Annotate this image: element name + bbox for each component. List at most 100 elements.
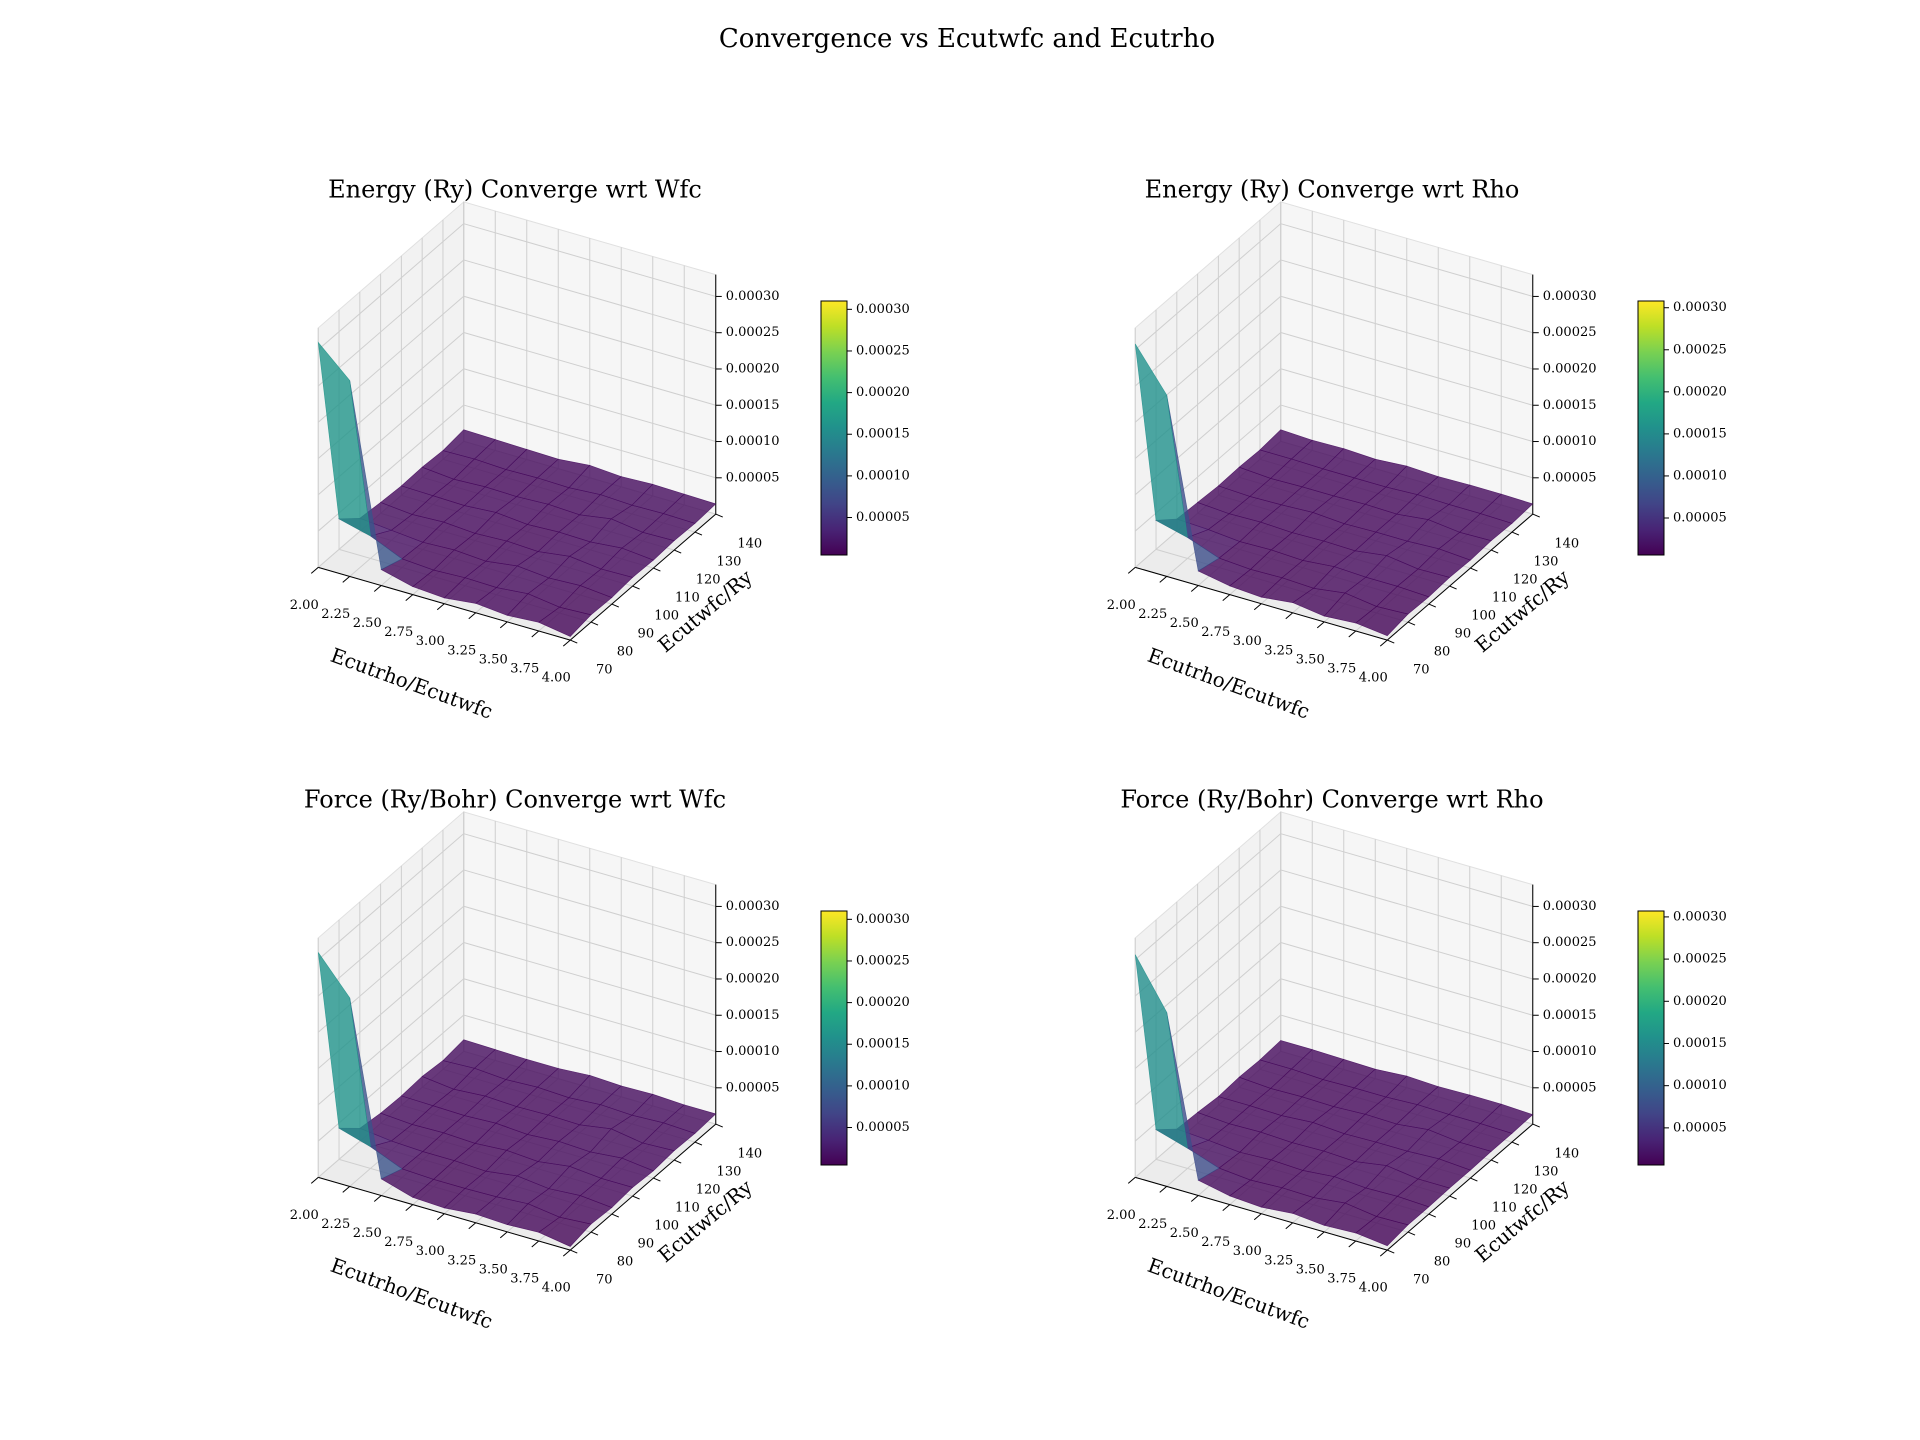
colorbar-tick-label: 0.00015 xyxy=(1673,1036,1727,1051)
y-tick-label: 140 xyxy=(1554,1147,1579,1162)
colorbar-tick-label: 0.00010 xyxy=(1673,1078,1727,1093)
y-tick-label: 130 xyxy=(1534,555,1559,570)
colorbar-tick-label: 0.00015 xyxy=(856,1037,910,1052)
y-tick xyxy=(694,1141,703,1146)
y-tick-label: 110 xyxy=(1492,1201,1517,1216)
z-tick-label: 0.00015 xyxy=(726,1008,780,1023)
x-tick xyxy=(1316,1231,1325,1239)
grid-line xyxy=(1280,942,1533,1016)
y-tick xyxy=(590,621,599,626)
x-tick-label: 3.25 xyxy=(447,1253,476,1268)
z-tick-label: 0.00020 xyxy=(1543,971,1597,986)
colorbar-tick-label: 0.00025 xyxy=(1673,952,1727,967)
y-tick-label: 120 xyxy=(696,1183,721,1198)
x-tick-label: 3.50 xyxy=(479,652,508,667)
subplot-title: Energy (Ry) Converge wrt Wfc xyxy=(328,176,702,204)
y-tick xyxy=(653,1177,661,1182)
y-tick xyxy=(1387,1249,1395,1254)
y-tick-label: 70 xyxy=(1413,663,1430,678)
y-tick-label: 70 xyxy=(1413,1273,1430,1288)
z-tick-label: 0.00005 xyxy=(1543,470,1597,485)
grid-line xyxy=(463,368,716,443)
colorbar-tick-label: 0.00030 xyxy=(1673,300,1727,315)
grid-line xyxy=(317,223,465,351)
x-tick-label: 2.25 xyxy=(1138,607,1167,622)
y-tick xyxy=(611,603,620,608)
x-tick-label: 2.75 xyxy=(384,1235,413,1250)
grid-line xyxy=(1280,368,1533,443)
x-tick-label: 2.00 xyxy=(1107,1208,1136,1223)
y-tick-label: 120 xyxy=(696,573,721,588)
y-axis xyxy=(569,513,717,641)
x-tick xyxy=(436,1213,445,1221)
y-tick xyxy=(1532,513,1540,518)
x-tick xyxy=(373,585,382,592)
surface-patch xyxy=(538,1216,592,1247)
x-tick-label: 3.00 xyxy=(416,1244,445,1259)
y-tick xyxy=(590,1231,599,1236)
colorbar xyxy=(820,300,848,556)
grid-line xyxy=(463,295,716,370)
z-tick-label: 0.00010 xyxy=(1543,1044,1597,1059)
y-tick xyxy=(570,639,578,644)
x-tick xyxy=(1222,594,1231,601)
x-tick xyxy=(499,1231,508,1239)
z-tick-label: 0.00015 xyxy=(726,398,780,413)
y-tick-label: 110 xyxy=(1492,591,1517,606)
grid-line xyxy=(1280,259,1533,334)
surface-patch xyxy=(1134,343,1188,538)
x-tick-label: 3.75 xyxy=(1327,1271,1356,1286)
colorbar-tick-label: 0.00015 xyxy=(1673,426,1727,441)
colorbar-tick-label: 0.00025 xyxy=(856,343,910,358)
y-tick xyxy=(673,549,682,554)
grid-line xyxy=(1280,223,1533,297)
subplot-title: Energy (Ry) Converge wrt Rho xyxy=(1145,176,1520,204)
x-tick xyxy=(1127,1176,1136,1184)
y-tick-label: 100 xyxy=(654,1219,679,1234)
x-tick xyxy=(1127,566,1136,574)
x-tick xyxy=(1316,621,1325,629)
y-tick xyxy=(1407,621,1416,626)
grid-line xyxy=(1134,223,1282,351)
colorbar-tick-label: 0.00005 xyxy=(1673,510,1727,525)
z-tick-label: 0.00010 xyxy=(1543,434,1597,449)
z-tick-label: 0.00020 xyxy=(1543,361,1597,376)
z-tick-label: 0.00020 xyxy=(726,361,780,376)
z-tick-label: 0.00025 xyxy=(1543,325,1597,340)
x-tick xyxy=(499,621,508,629)
z-tick-label: 0.00025 xyxy=(726,935,780,950)
x-tick xyxy=(342,1186,351,1193)
figure-title: Convergence vs Ecutwfc and Ecutrho xyxy=(719,24,1215,54)
x-tick xyxy=(310,566,319,574)
x-tick xyxy=(405,594,414,601)
x-tick xyxy=(436,603,445,611)
grid-line xyxy=(317,869,465,997)
x-tick-label: 3.75 xyxy=(510,1271,539,1286)
x-tick-label: 4.00 xyxy=(542,671,571,686)
grid-line xyxy=(317,833,465,961)
x-tick xyxy=(531,1240,540,1248)
y-axis xyxy=(1386,513,1534,641)
colorbar-tick-label: 0.00020 xyxy=(856,995,910,1010)
y-tick-label: 70 xyxy=(596,663,613,678)
grid-line xyxy=(1280,869,1533,944)
x-tick xyxy=(1348,630,1357,638)
colorbar xyxy=(820,910,848,1166)
colorbar-tick-label: 0.00010 xyxy=(856,1078,910,1093)
x-tick xyxy=(1285,1222,1294,1230)
y-tick-label: 100 xyxy=(654,609,679,624)
x-tick-label: 2.50 xyxy=(353,1226,382,1241)
x-tick-label: 3.50 xyxy=(1296,652,1325,667)
y-tick-label: 130 xyxy=(1534,1165,1559,1180)
x-tick xyxy=(1190,585,1199,592)
x-tick-label: 2.75 xyxy=(1201,1235,1230,1250)
colorbar-tick-label: 0.00005 xyxy=(856,510,910,525)
x-tick-label: 2.50 xyxy=(353,616,382,631)
y-tick-label: 130 xyxy=(717,555,742,570)
y-tick-label: 80 xyxy=(617,645,634,660)
x-tick xyxy=(1379,639,1388,647)
y-tick xyxy=(1511,531,1520,536)
grid-line xyxy=(1280,905,1533,980)
grid-line xyxy=(463,223,716,297)
